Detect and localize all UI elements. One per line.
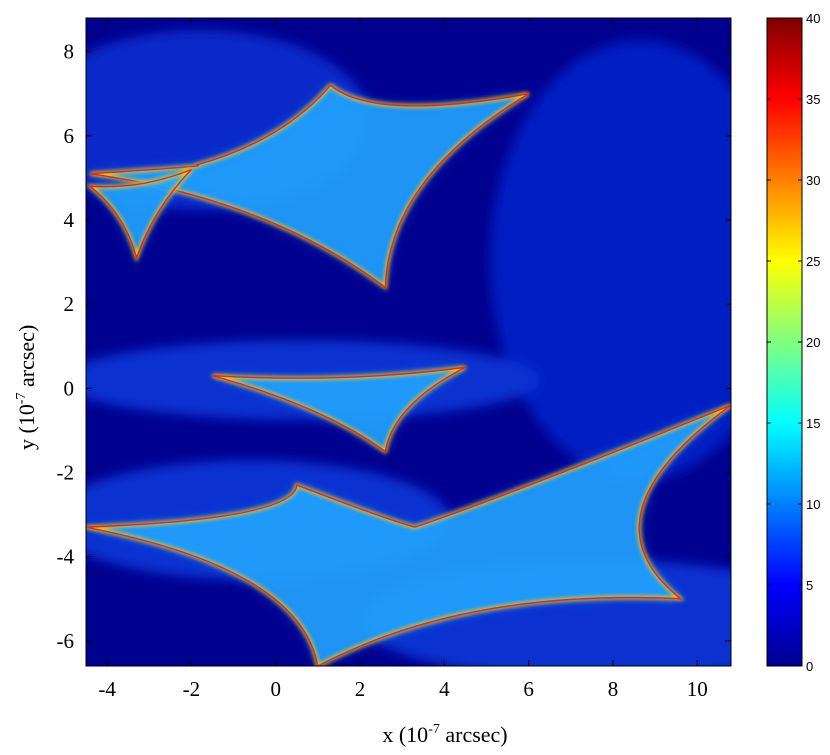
colorbar-tick-label: 25 [806, 254, 820, 269]
colorbar-tick-label: 20 [806, 335, 820, 350]
x-tick-label: -4 [98, 677, 116, 701]
colorbar-bar [766, 17, 803, 667]
caustic-edge-upper [90, 84, 530, 289]
x-tick-label: 6 [523, 677, 534, 701]
x-axis-label: x (10-7 arcsec) [382, 722, 508, 747]
x-tick-label: -2 [183, 677, 201, 701]
caustic-edge-middle [212, 366, 466, 453]
y-tick-label: -2 [57, 460, 75, 484]
y-tick-label: 2 [64, 292, 75, 316]
x-axis-ticks: -4 -2 0 2 4 6 8 10 [98, 18, 708, 701]
x-tick-label: 8 [608, 677, 619, 701]
x-tick-label: 0 [270, 677, 281, 701]
colorbar-tick-label: 0 [806, 659, 813, 674]
colorbar-tick-label: 10 [806, 497, 820, 512]
colorbar-tick-label: 30 [806, 173, 820, 188]
x-tick-label: 4 [439, 677, 450, 701]
caustic-fill-middle [212, 367, 466, 452]
colorbar-tick-label: 15 [806, 416, 820, 431]
y-tick-label: 0 [64, 376, 75, 400]
x-tick-label: 10 [687, 677, 708, 701]
plot-frame [85, 17, 732, 667]
caustic-fill-upper [90, 85, 529, 288]
y-tick-label: 6 [64, 124, 75, 148]
y-tick-label: 4 [64, 208, 75, 232]
colorbar-tick-label: 40 [806, 11, 820, 26]
caustic-fill-upper-left [90, 169, 192, 258]
colorbar: 0 5 10 15 20 25 30 35 40 [766, 11, 820, 674]
y-tick-label: -6 [57, 629, 75, 653]
y-axis-ticks: -6 -4 -2 0 2 4 6 8 [57, 40, 731, 653]
colorbar-tick-label: 5 [806, 578, 813, 593]
caustic-regions [86, 83, 731, 666]
y-axis-label: y (10-7 arcsec) [14, 324, 39, 450]
y-tick-label: 8 [64, 40, 75, 64]
x-tick-label: 2 [355, 677, 366, 701]
caustic-edge-upper-left [88, 168, 192, 261]
colorbar-tick-label: 35 [806, 92, 820, 107]
colorbar-ticks: 0 5 10 15 20 25 30 35 40 [767, 11, 820, 674]
y-tick-label: -4 [57, 545, 75, 569]
heatmap-plot-area [86, 18, 731, 666]
